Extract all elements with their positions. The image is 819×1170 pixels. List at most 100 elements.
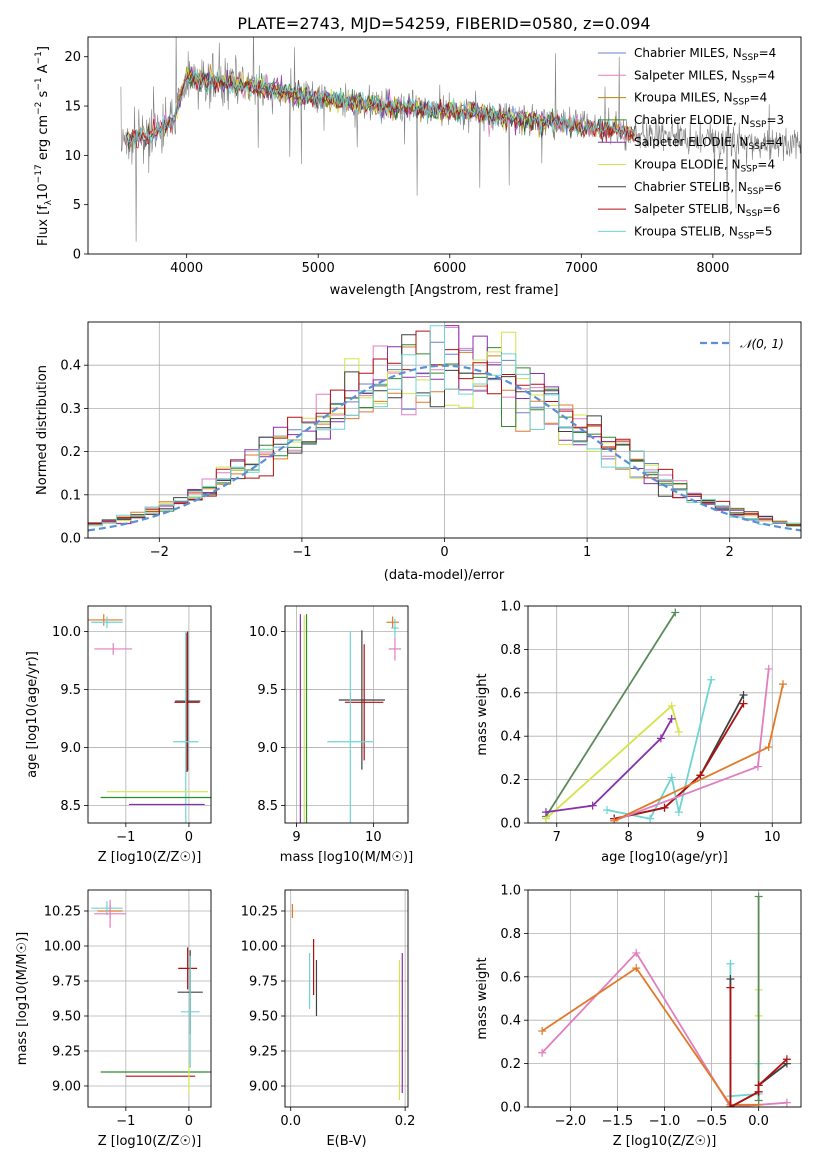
x-axis-label: E(B-V)	[326, 1134, 366, 1149]
x-tick-label: −1	[116, 1114, 135, 1129]
plot-content	[541, 608, 788, 823]
mass-weight-marker	[674, 727, 683, 736]
mass-weight-marker	[656, 734, 665, 743]
x-tick-label: 0.0	[280, 1114, 301, 1129]
mass-vs-ebv-panel: 0.0 0.2 9.00 9.25 9.50 9.75 10.00 10.25 E(B-V)	[241, 889, 416, 1149]
y-axis-label: age [log10(age/yr)]	[25, 651, 40, 778]
x-tick-label: 8000	[696, 261, 729, 276]
mass-weight-marker	[671, 608, 680, 617]
x-axis-label: mass [log10(M/M☉)]	[280, 850, 413, 865]
plot-content	[120, 37, 801, 242]
mass-weight-marker	[779, 680, 788, 689]
y-tick-label: 10	[64, 149, 81, 164]
y-tick-label: 1.0	[500, 600, 521, 615]
mass-weight-marker	[610, 816, 619, 823]
y-tick-label: 9.75	[52, 975, 81, 990]
plot-content	[91, 899, 211, 1093]
y-tick-label: 9.0	[60, 741, 81, 756]
y-tick-label: 9.00	[249, 1080, 278, 1095]
x-tick-label: 10	[764, 830, 781, 845]
x-tick-label: 0	[185, 1114, 193, 1129]
mass-weight-marker	[538, 1027, 547, 1036]
mass-weight-line	[614, 703, 745, 820]
y-tick-label: 8.5	[60, 799, 81, 814]
mass-weight-marker	[632, 948, 641, 957]
legend-entry: Salpeter STELIB, NSSP=6	[634, 202, 780, 219]
legend-entry: Salpeter MILES, NSSP=4	[634, 68, 775, 85]
mass-weight-marker	[739, 699, 748, 708]
x-tick-label: 1	[583, 545, 591, 560]
y-tick-label: 0.1	[60, 488, 81, 503]
axes-frame	[284, 605, 409, 824]
mass-weight-marker	[707, 675, 716, 684]
x-tick-label: −1.0	[649, 1114, 681, 1129]
mass-vs-metallicity-panel: −1 0 9.00 9.25 9.50 9.75 10.00 10.25 Z [log10(Z/…	[15, 889, 212, 1149]
mass-weight-line	[545, 718, 673, 813]
mass-weight-line	[541, 951, 787, 1107]
x-tick-label: 4000	[170, 261, 203, 276]
x-tick-label: 9	[696, 830, 704, 845]
x-tick-label: 0	[185, 830, 193, 845]
y-tick-label: 20	[64, 50, 81, 65]
mass-weight-marker	[646, 814, 655, 823]
spectrum-plot-area: 4000 5000 6000 7000 8000 0 5 10 15 20	[64, 36, 802, 276]
plot-content	[88, 325, 801, 532]
legend-entry: Salpeter ELODIE, NSSP=4	[634, 135, 783, 152]
y-tick-label: 9.25	[249, 1045, 278, 1060]
mass-weight-marker	[541, 808, 550, 817]
residual-xlabel: (data-model)/error	[384, 568, 505, 583]
x-tick-label: −1	[116, 830, 135, 845]
legend-entry: Kroupa ELODIE, NSSP=4	[634, 158, 775, 175]
x-tick-label: 0.0	[748, 1114, 769, 1129]
age-vs-mass-panel: 9 10 8.5 9.0 9.5 10.0 mass [log10(M/M☉)]	[249, 605, 413, 865]
mass-weight-marker	[754, 892, 763, 901]
x-tick-label: −0.5	[696, 1114, 728, 1129]
y-tick-label: 15	[64, 100, 81, 115]
y-tick-label: 0.0	[500, 1101, 521, 1116]
y-tick-label: 0.2	[500, 1057, 521, 1072]
legend-entry: 𝒩(0, 1)	[740, 337, 784, 351]
y-tick-label: 10.00	[44, 940, 81, 955]
y-tick-label: 10.0	[52, 625, 81, 640]
y-tick-label: 0.6	[500, 686, 521, 701]
mass-weight-marker	[667, 714, 676, 723]
x-tick-label: 5000	[302, 261, 335, 276]
mass-weight-marker	[696, 771, 705, 780]
mass-weight-marker	[632, 964, 641, 973]
x-tick-label: 2	[726, 545, 734, 560]
normal-reference-curve	[88, 364, 801, 532]
y-tick-label: 9.5	[257, 683, 278, 698]
mass-weight-marker	[753, 762, 762, 771]
y-tick-label: 0.8	[500, 927, 521, 942]
x-axis-label: age [log10(age/yr)]	[601, 850, 728, 865]
grid	[285, 606, 408, 823]
spectrum-title: PLATE=2743, MJD=54259, FIBERID=0580, z=0…	[237, 14, 650, 33]
residual-ylabel: Normed distribution	[35, 365, 50, 495]
mass-weight-marker	[660, 803, 669, 812]
mass-weight-marker	[739, 690, 748, 699]
spectrum-ylabel: Flux [fλ10−17 erg cm−2 s−1 A−1]	[34, 46, 54, 246]
spectrum-panel: PLATE=2743, MJD=54259, FIBERID=0580, z=0…	[34, 14, 802, 298]
model-spectrum-line	[125, 70, 636, 149]
y-tick-label: 5	[73, 198, 81, 213]
x-tick-label: 8	[624, 830, 632, 845]
legend-entry: Kroupa STELIB, NSSP=5	[634, 224, 772, 241]
grid	[285, 890, 408, 1107]
spectrum-ylabel-text: Flux [fλ10−17 erg cm−2 s−1 A−1]	[34, 46, 54, 246]
y-tick-label: 10.00	[241, 940, 278, 955]
y-axis-label: mass weight	[475, 673, 490, 755]
x-tick-label: 6000	[433, 261, 466, 276]
residual-histogram	[88, 325, 801, 527]
y-tick-label: 8.5	[257, 799, 278, 814]
mass-weight-marker	[667, 773, 676, 782]
y-tick-label: 0.0	[60, 532, 81, 547]
legend-entry: Chabrier STELIB, NSSP=6	[634, 180, 782, 197]
axes-frame	[87, 889, 212, 1108]
axes-frame	[87, 36, 802, 255]
residual-plot-area: −2 −1 0 1 2 0.0 0.1 0.2 0.3 0.4	[60, 321, 802, 560]
y-tick-label: 9.25	[52, 1045, 81, 1060]
mass-weight-marker	[754, 1081, 763, 1090]
axes-frame	[284, 889, 409, 1108]
x-tick-label: 0.2	[395, 1114, 416, 1129]
